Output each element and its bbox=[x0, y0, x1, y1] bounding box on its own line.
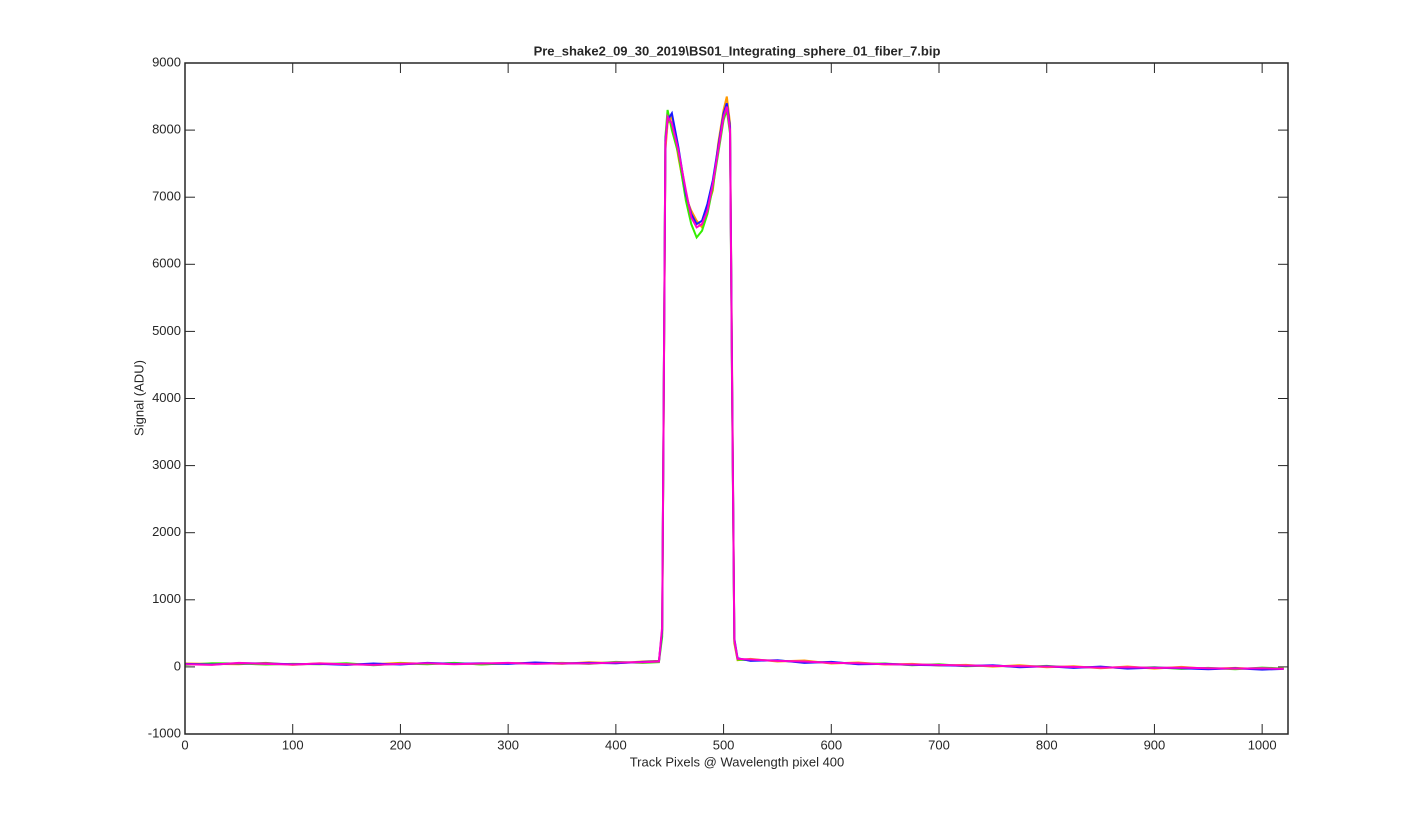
x-tick-label: 0 bbox=[181, 737, 188, 752]
chart-title: Pre_shake2_09_30_2019\BS01_Integrating_s… bbox=[534, 43, 941, 58]
y-tick-label: 3000 bbox=[152, 457, 181, 472]
x-tick-label: 400 bbox=[605, 737, 627, 752]
y-tick-label: 4000 bbox=[152, 390, 181, 405]
x-tick-label: 100 bbox=[282, 737, 304, 752]
series-line bbox=[184, 106, 1284, 670]
x-tick-label: 300 bbox=[497, 737, 519, 752]
x-tick-label: 800 bbox=[1036, 737, 1058, 752]
y-tick-label: 0 bbox=[174, 658, 181, 673]
y-tick-label: 7000 bbox=[152, 189, 181, 204]
x-tick-label: 600 bbox=[820, 737, 842, 752]
x-tick-label: 1000 bbox=[1248, 737, 1277, 752]
x-tick-label: 900 bbox=[1144, 737, 1166, 752]
y-axis-label: Signal (ADU) bbox=[131, 360, 146, 436]
y-tick-label: 9000 bbox=[152, 54, 181, 69]
x-tick-label: 700 bbox=[928, 737, 950, 752]
y-tick-label: 5000 bbox=[152, 323, 181, 338]
x-tick-label: 200 bbox=[390, 737, 412, 752]
x-axis-label: Track Pixels @ Wavelength pixel 400 bbox=[630, 754, 845, 769]
y-tick-label: 8000 bbox=[152, 122, 181, 137]
y-tick-label: 1000 bbox=[152, 591, 181, 606]
y-tick-label: -1000 bbox=[148, 725, 181, 740]
plot-frame bbox=[184, 62, 1289, 735]
x-tick-label: 500 bbox=[713, 737, 735, 752]
y-tick-label: 2000 bbox=[152, 524, 181, 539]
y-tick-label: 6000 bbox=[152, 256, 181, 271]
